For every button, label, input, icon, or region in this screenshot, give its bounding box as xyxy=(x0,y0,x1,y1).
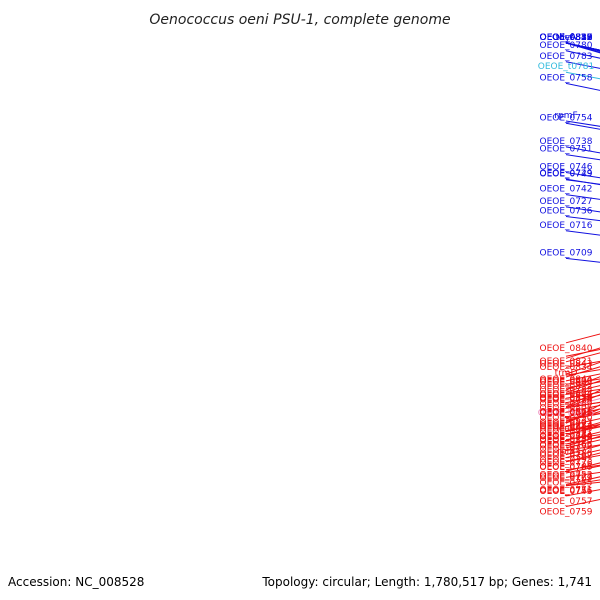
gene-label: OEOE_0784 xyxy=(540,421,593,431)
gene-label: OEOE_0828 xyxy=(540,33,593,43)
gene-label: OEOE_0789 xyxy=(540,399,593,409)
gene-label: OEOE_0844 xyxy=(540,375,593,385)
gene-label: rpmF xyxy=(554,111,577,121)
gene-label: OEOE_0835 xyxy=(540,378,593,388)
forward-gene-labels: OEOE_0709OEOE_0716OEOE_0727OEOE_0729OEOE… xyxy=(538,33,594,258)
gene-label: OEOE_0834 xyxy=(540,363,593,373)
gene-label: OEOE_0769 xyxy=(540,474,593,484)
gene-label: OEOE_0807 xyxy=(540,418,593,428)
gene-label: OEOE_0738 xyxy=(540,137,593,147)
leader-line xyxy=(565,216,600,222)
gene-label: OEOE_0838 xyxy=(540,409,593,419)
gene-label: OEOE_0753 xyxy=(540,471,593,481)
gene-label: OEOE_0787 xyxy=(540,463,593,473)
reverse-gene-labels: OEOE_0745OEOE_0753OEOE_0755OEOE_0756OEOE… xyxy=(538,344,595,518)
gene-label: thyA xyxy=(556,33,578,43)
gene-label: OEOE_0759 xyxy=(540,508,593,518)
gene-label: OEOE_0818 xyxy=(540,33,593,43)
gene-label: OEOE_t0781 xyxy=(538,62,594,72)
gene-label: OEOE_0819 xyxy=(540,33,593,43)
gene-label: OEOE_t0816 xyxy=(538,409,595,419)
gene-label: OEOE_0751 xyxy=(540,145,593,155)
gene-label: OEOE_0829 xyxy=(540,33,593,43)
gene-label: OEOE_0836 xyxy=(540,393,593,403)
gene-label: OEOE_0814 xyxy=(540,395,593,405)
gene-label: OEOE_0776 xyxy=(540,459,593,469)
gene-label: OEOE_0757 xyxy=(540,497,593,507)
gene-label: OEOE_0849 xyxy=(540,33,593,43)
gene-label: OEOE_0821 xyxy=(540,357,593,367)
map-title: Oenococcus oeni PSU-1, complete genome xyxy=(149,12,450,28)
gene-label: OEOE_0846 xyxy=(540,391,593,401)
gene-label: OEOE_0777 xyxy=(540,472,593,482)
gene-label: OEOE_0812 xyxy=(540,382,593,392)
gene-label: OEOE_0865 xyxy=(540,424,593,434)
gene-label: OEOE_0749 xyxy=(540,170,593,180)
gene-label: OEOE_0817 xyxy=(540,423,593,433)
gene-label: OEOE_0792 xyxy=(540,441,593,451)
gene-label: OEOE_0815 xyxy=(540,33,593,43)
gene-label: OEOE_0852 xyxy=(540,33,593,43)
gene-label: OEOE_0785 xyxy=(540,435,593,445)
gene-label: OEOE_0783 xyxy=(540,52,593,62)
gene-label: OEOE_0837 xyxy=(540,33,593,43)
gene-label: trmD xyxy=(555,368,578,378)
accession-text: Accession: NC_008528 xyxy=(8,575,144,589)
gene-label: OEOE_0771 xyxy=(540,486,593,496)
leader-line xyxy=(565,333,600,344)
gene-label: OEOE_0736 xyxy=(540,207,593,217)
gene-label: OEOE_0823 xyxy=(540,33,593,43)
gene-label: OEOE_0745 xyxy=(540,487,593,497)
leader-line xyxy=(565,352,600,363)
gene-label: leuS xyxy=(556,424,576,434)
gene-label: OEOE_0727 xyxy=(540,197,593,207)
gene-label: OEOE_0804 xyxy=(540,389,593,399)
gene-label: OEOE_0774 xyxy=(540,432,593,442)
gene-label: OEOE_0808 xyxy=(540,433,593,443)
gene-label: OEOE_0760 xyxy=(540,432,593,442)
gene-label: OEOE_0773 xyxy=(540,420,593,430)
gene-label: OEOE_0767 xyxy=(540,452,593,462)
gene-label: OEOE_0754 xyxy=(540,113,593,123)
gene-label: OEOE_0790 xyxy=(540,413,593,423)
gene-label: OEOE_0758 xyxy=(540,73,593,83)
gene-label: OEOE_0779 xyxy=(540,409,593,419)
summary-text: Topology: circular; Length: 1,780,517 bp… xyxy=(261,575,592,589)
gene-label: OEOE_0778 xyxy=(540,395,593,405)
gene-label: OEOE_0755 xyxy=(540,478,593,488)
gene-label: OEOE_0775 xyxy=(540,445,593,455)
gene-label: OEOE_0800 xyxy=(540,376,593,386)
gene-label: OEOE_0729 xyxy=(540,169,593,179)
gene-label: OEOE_0827 xyxy=(540,33,593,43)
gene-label: OEOE_0780 xyxy=(540,41,593,51)
gene-label: OEOE_0746 xyxy=(540,163,593,173)
gene-label: OEOE_0840 xyxy=(540,344,593,354)
gene-label: OEOE_0820 xyxy=(540,437,593,447)
gene-label: OEOE_0832 xyxy=(540,33,593,43)
gene-label: OEOE_0791 xyxy=(540,427,593,437)
gene-label: OEOE_0772 xyxy=(540,408,593,418)
gene-label: OEOE_0756 xyxy=(540,487,593,497)
gene-label: rplS xyxy=(557,447,575,457)
gene-label: OEOE_0716 xyxy=(540,221,593,231)
gene-label: OEOE_0805 xyxy=(540,404,593,414)
gene-label: OEOE_0830 xyxy=(540,33,593,43)
gene-label: OEOE_0709 xyxy=(540,248,593,258)
gene-label: OEOE_0833 xyxy=(540,33,593,43)
gene-label: OEOE_0788 xyxy=(540,385,593,395)
gene-label: OEOE_0766 xyxy=(540,441,593,451)
gene-label: OEOE_0768 xyxy=(540,463,593,473)
gene-label: OEOE_0861 xyxy=(540,408,593,418)
gene-label: def xyxy=(559,33,574,43)
gene-label: OEOE_0742 xyxy=(540,185,593,195)
gene-label: OEOE_0786 xyxy=(540,449,593,459)
gene-label: OEOE_0843 xyxy=(540,359,593,369)
gene-label: OEOE_0822 xyxy=(540,33,593,43)
gene-label: OEOE_0793 xyxy=(540,456,593,466)
leader-line xyxy=(565,347,600,359)
